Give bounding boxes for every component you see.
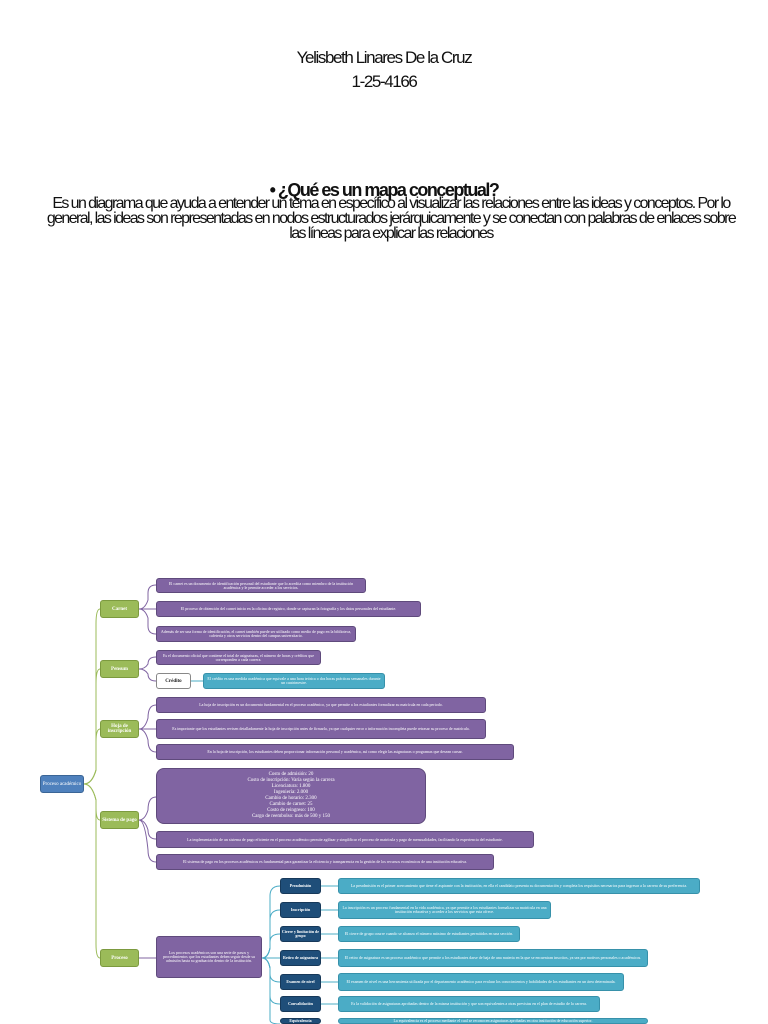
step-cierre-grupo-detail: El cierre de grupo ocurre cuando se alca… xyxy=(338,926,520,942)
proceso-summary: Los procesos académicos son una serie de… xyxy=(156,936,262,978)
step-retiro-asignatura-detail: El retiro de asignatura es un proceso ac… xyxy=(338,949,648,967)
step-examen-nivel: Examen de nivel xyxy=(280,974,321,990)
step-inscripcion-detail: La inscripción es un proceso fundamental… xyxy=(338,901,551,919)
step-inscripcion: Inscripción xyxy=(280,902,321,918)
step-equivalencia: Equivalencia xyxy=(280,1018,321,1024)
hoja-detail-2: Es importante que los estudiantes revise… xyxy=(156,719,486,739)
step-examen-nivel-detail: El examen de nivel es una herramienta ut… xyxy=(338,973,624,991)
node-carnet: Carnet xyxy=(100,600,139,618)
author-name: Yelisbeth Linares De la Cruz xyxy=(296,48,473,67)
cost-reembolso: Cargo de reembolso: más de 500 y 150 xyxy=(251,814,331,819)
question-title: • ¿Qué es un mapa conceptual? xyxy=(269,180,500,200)
connector-carnet-3 xyxy=(138,608,157,635)
root-node: Proceso académico xyxy=(40,775,84,793)
connector-sistema-2 xyxy=(138,819,157,863)
connector-pensum-credito xyxy=(138,668,157,682)
node-sistema-pago: Sistema de pago xyxy=(100,811,139,829)
cost-admision: Costo de admisión: 20 xyxy=(268,772,314,777)
step-cierre-grupo: Cierre y limitación de grupo xyxy=(280,926,321,942)
root-connectors xyxy=(83,608,101,959)
cost-reingreso: Costo de reingreso: 100 xyxy=(267,808,315,813)
pensum-detail: Es el documento oficial que contiene el … xyxy=(156,650,321,665)
carnet-detail-3: Además de ser una forma de identificació… xyxy=(156,626,356,642)
connector-sistema-costs xyxy=(138,796,157,821)
step-convalidacion: Convalidación xyxy=(280,996,321,1012)
connector-root-to-hoja xyxy=(83,728,101,785)
connector-step-3 xyxy=(261,933,281,959)
hoja-detail-1: La hoja de inscripción es un documento f… xyxy=(156,697,486,713)
step-equivalencia-detail: La equivalencia es el proceso mediante e… xyxy=(338,1018,648,1024)
cost-cambio-carnet: Cambio de carnet: 25 xyxy=(269,802,313,807)
step-preadmision-detail: La preadmisión es el primer acercamiento… xyxy=(338,878,700,894)
credito-detail: El crédito es una medida académica que e… xyxy=(203,673,385,689)
connector-step-1 xyxy=(261,885,281,959)
connector-step-7 xyxy=(261,957,281,1024)
node-proceso: Proceso xyxy=(100,949,139,967)
sistema-detail-1: La implementación de un sistema de pago … xyxy=(156,831,534,848)
cost-inscripcion: Costo de inscripción: Varía según la car… xyxy=(247,778,335,783)
student-id: 1-25-4166 xyxy=(351,72,418,91)
connector-sistema-1 xyxy=(138,819,157,840)
connector-root-to-pensum xyxy=(83,668,101,785)
sistema-costs: Costo de admisión: 20 Costo de inscripci… xyxy=(156,768,426,824)
node-pensum: Pensum xyxy=(100,660,139,678)
connector-root-to-proceso xyxy=(83,783,101,959)
connector-step-6 xyxy=(261,957,281,1005)
step-convalidacion-detail: Es la validación de asignaturas aprobada… xyxy=(338,996,600,1012)
cost-ingenieria: Ingeniería: 2.000 xyxy=(273,790,309,795)
carnet-detail-2: El proceso de obtención del carnet inici… xyxy=(156,601,421,617)
connector-hoja-1 xyxy=(138,704,157,730)
node-hoja-inscripcion: Hoja de inscripción xyxy=(100,720,139,738)
node-credito: Crédito xyxy=(156,673,191,689)
connector-carnet-1 xyxy=(138,584,157,610)
carnet-detail-1: El carnet es un documento de identificac… xyxy=(156,578,366,593)
connector-root-to-carnet xyxy=(83,608,101,785)
cost-licenciatura: Licenciatura: 1.800 xyxy=(271,784,311,789)
purple-connectors xyxy=(138,584,157,959)
connector-pensum-detail xyxy=(138,656,157,670)
sistema-detail-2: El sistema de pago en los procesos acadé… xyxy=(156,854,494,870)
connector-hoja-3 xyxy=(138,728,157,753)
hoja-detail-3: En la hoja de inscripción, los estudiant… xyxy=(156,744,514,760)
question-body: Es un diagrama que ayuda a entender un t… xyxy=(46,195,737,242)
connector-step-5 xyxy=(261,957,281,983)
cost-cambio-horario: Cambio de horario: 2.300 xyxy=(265,796,317,801)
step-retiro-asignatura: Retiro de asignatura xyxy=(280,950,321,966)
step-preadmision: Preadmisión xyxy=(280,878,321,894)
